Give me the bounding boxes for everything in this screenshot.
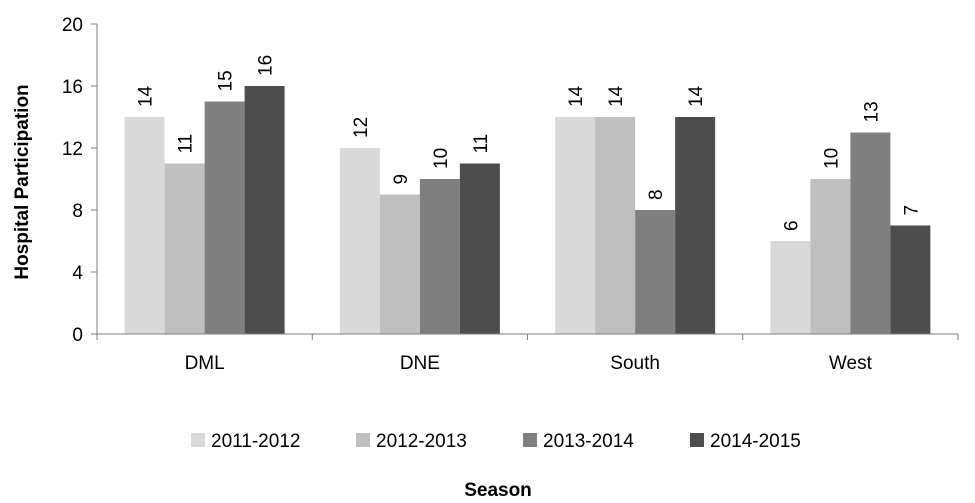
bar: [244, 86, 285, 334]
data-label: 14: [606, 85, 627, 107]
bar: [124, 117, 165, 334]
x-category-label: DML: [185, 353, 225, 374]
y-axis: 0 4 8 12 16 20: [62, 15, 98, 346]
y-tick-label: 4: [72, 263, 83, 284]
x-axis-title: Season: [464, 480, 532, 501]
data-label: 8: [646, 189, 667, 200]
data-label: 13: [861, 101, 882, 122]
y-tick-label: 12: [62, 139, 83, 160]
data-labels-layer: 14 11 15 16 12 9 10 11 14 14 8 14 6 10 13 7: [136, 55, 923, 231]
bar: [555, 117, 596, 334]
legend-label: 2012-2013: [376, 431, 467, 452]
data-label: 9: [391, 174, 412, 185]
legend: 2011-2012 2012-2013 2013-2014 2014-2015: [191, 431, 801, 452]
x-category-label: South: [610, 353, 660, 374]
bar: [675, 117, 716, 334]
bars-layer: [124, 86, 931, 334]
bar: [810, 179, 851, 334]
data-label: 10: [821, 148, 842, 169]
legend-swatch: [356, 433, 370, 447]
x-category-label: DNE: [400, 353, 440, 374]
legend-swatch: [690, 433, 704, 447]
y-tick-label: 20: [62, 15, 83, 36]
legend-label: 2013-2014: [543, 431, 634, 452]
bar: [419, 179, 460, 334]
data-label: 10: [431, 148, 452, 169]
bar: [850, 132, 891, 334]
y-tick-label: 16: [62, 77, 83, 98]
data-label: 11: [471, 134, 492, 154]
bar: [379, 194, 420, 334]
legend-label: 2014-2015: [710, 431, 801, 452]
x-category-label: West: [829, 353, 873, 374]
bar: [459, 163, 500, 334]
y-axis-title: Hospital Participation: [12, 84, 33, 279]
data-label: 15: [216, 70, 237, 91]
data-label: 6: [781, 220, 802, 231]
legend-swatch: [523, 433, 537, 447]
bar: [204, 101, 245, 334]
y-tick-label: 0: [72, 325, 83, 346]
bar: [890, 225, 931, 334]
bar: [164, 163, 205, 334]
x-axis: DML DNE South West: [96, 333, 959, 374]
bar: [339, 148, 380, 334]
y-tick-label: 8: [72, 201, 83, 222]
data-label: 14: [136, 85, 157, 107]
bar: [770, 241, 811, 334]
legend-swatch: [191, 433, 205, 447]
data-label: 11: [176, 134, 197, 154]
bar: [635, 210, 676, 334]
bar: [595, 117, 636, 334]
data-label: 7: [901, 205, 922, 216]
legend-label: 2011-2012: [211, 431, 300, 452]
data-label: 16: [256, 55, 277, 76]
data-label: 14: [686, 85, 707, 107]
data-label: 12: [351, 117, 372, 138]
data-label: 14: [566, 85, 587, 107]
